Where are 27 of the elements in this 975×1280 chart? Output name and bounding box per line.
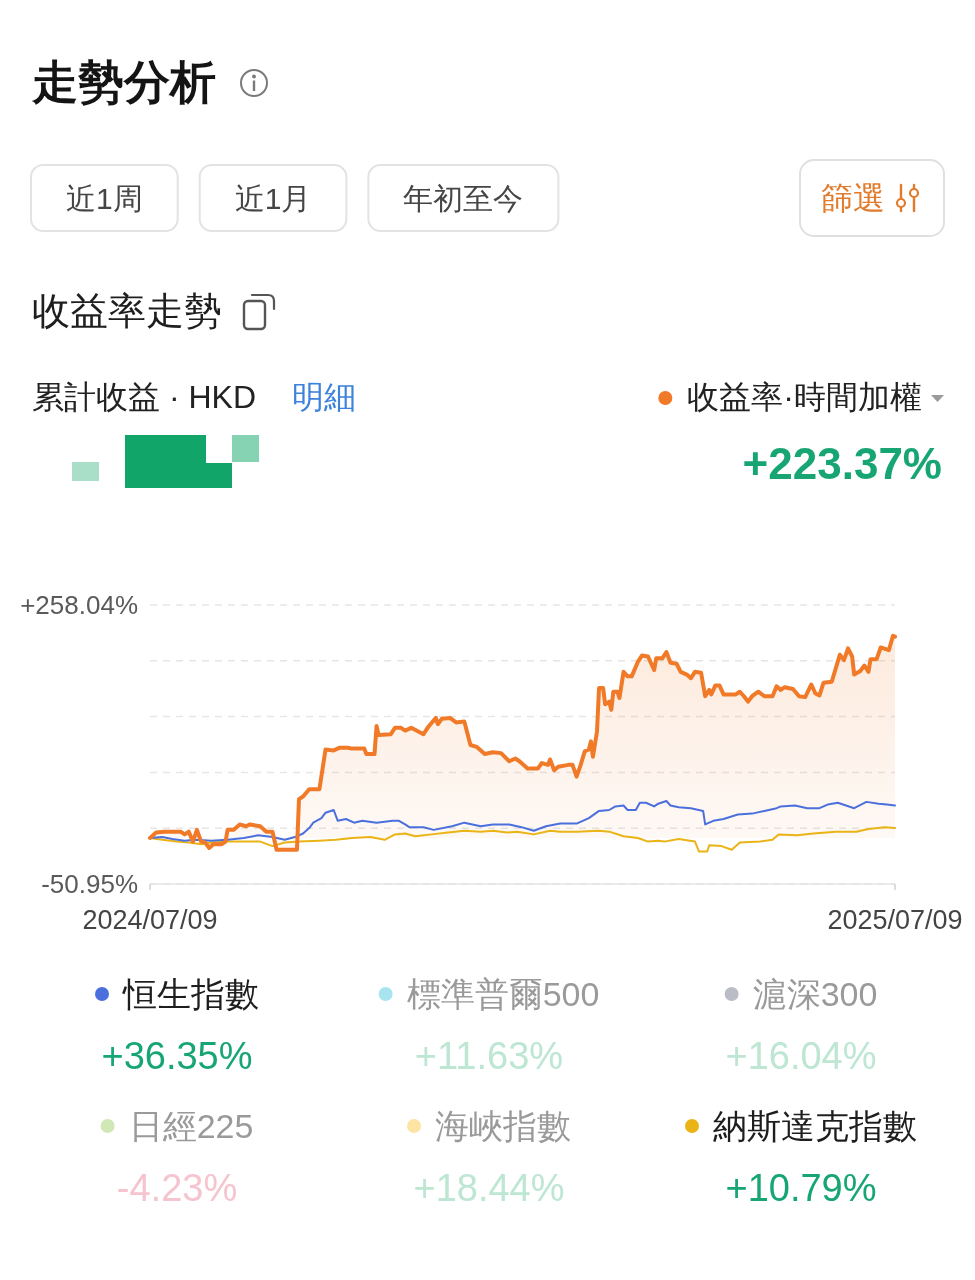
legend-label: 海峽指數	[435, 1107, 571, 1145]
chart-title: 走勢分析	[31, 56, 216, 108]
legend-label: 收益率·時間加權	[687, 379, 922, 415]
text: +18.44%	[413, 1167, 565, 1209]
y-tick-label: -50.95%	[41, 869, 138, 899]
text: 近1周	[66, 181, 143, 215]
text: 明細	[292, 379, 356, 415]
text: +11.63%	[414, 1035, 564, 1077]
text: +223.37%	[742, 438, 942, 488]
legend-label: 恒生指數	[122, 975, 259, 1013]
chart-subtitle: 收益率走勢	[32, 290, 222, 332]
legend-label: 納斯達克指數	[713, 1107, 917, 1145]
text: 近1月	[234, 181, 312, 215]
legend-label: 日經225	[128, 1107, 254, 1145]
legend-label: 滬深300	[752, 975, 878, 1013]
legend-label: 標準普爾500	[406, 975, 600, 1013]
line-series	[149, 799, 896, 842]
y-tick-label: +258.04%	[20, 590, 138, 620]
text: +36.35%	[101, 1035, 253, 1077]
text: +10.79%	[725, 1167, 877, 1209]
text: +16.04%	[725, 1035, 877, 1077]
x-tick-label: 2025/07/09	[827, 905, 963, 935]
text: -4.23%	[116, 1167, 238, 1209]
x-tick-label: 2024/07/09	[82, 905, 218, 935]
text: 篩選	[821, 180, 885, 216]
text: 年初至今	[403, 181, 524, 215]
text: 累計收益 · HKD	[32, 379, 256, 415]
